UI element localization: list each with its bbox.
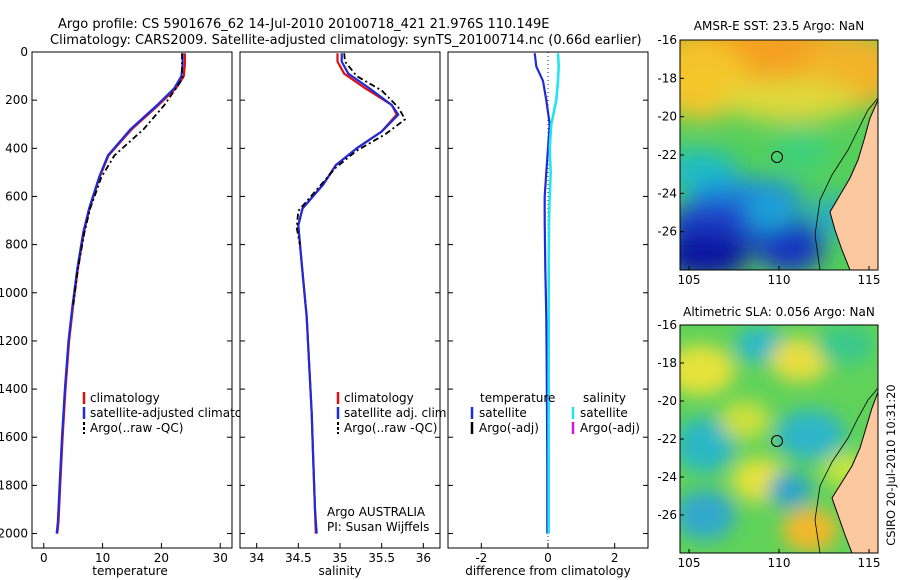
y-tick-label: 0	[20, 45, 28, 59]
sst-map-ticks: 105 110 115 -16 -18 -20 -22 -24 -26	[657, 33, 880, 287]
x-tick-label: 35	[332, 551, 347, 565]
csiro-timestamp: CSIRO 20-Jul-2010 10:31:20	[884, 384, 898, 545]
series-line-salinity-satellite	[547, 53, 561, 534]
map-y-tick-label: -16	[657, 33, 677, 47]
sst-field	[680, 40, 878, 270]
series-line-satellite-adj-clim-	[297, 53, 400, 534]
map-y-tick-label: -26	[657, 225, 677, 239]
map-y-tick-label: -24	[657, 186, 677, 200]
salinity-ticks: 34 34.5 35 35.5 36	[240, 51, 440, 565]
sst-argo-marker	[771, 151, 783, 163]
map-y-tick-label: -18	[657, 356, 677, 370]
x-tick-label: 0	[40, 551, 48, 565]
pi-label: PI: Susan Wijffels	[327, 520, 429, 534]
legend-label-argo: Argo(..raw -QC)	[90, 421, 183, 435]
x-tick-label: 10	[95, 551, 110, 565]
x-tick-label: 36	[416, 551, 431, 565]
sla-map-ticks: 105 110 115 -16 -18 -20 -22 -24 -26	[657, 318, 880, 570]
sla-land	[831, 325, 878, 553]
sst-bathymetry-contour	[814, 97, 878, 270]
temperature-axes-box	[31, 51, 233, 549]
salinity-lines	[295, 53, 406, 534]
map-y-tick-label: -22	[657, 432, 677, 446]
y-tick-label: 800	[5, 238, 28, 252]
temperature-panel: 0 10 20 30 0 200 400 600 800 1000 1200 1400 1600 1800…	[0, 45, 268, 578]
x-tick-label: 34.5	[285, 551, 312, 565]
argo-program-label: Argo AUSTRALIA	[327, 505, 426, 519]
x-tick-label: -2	[475, 551, 487, 565]
series-line-argo-raw-qc-	[295, 53, 406, 245]
map-x-tick-label: 105	[678, 273, 701, 287]
temperature-legend: climatology satellite-adjusted climatolo…	[82, 391, 268, 435]
difference-panel: -2 0 2 difference from climatology tempera…	[447, 51, 649, 578]
sla-map-title: Altimetric SLA: 0.056 Argo: NaN	[683, 305, 875, 319]
sst-map-panel: AMSR-E SST: 23.5 Argo: NaN 105 1	[657, 19, 880, 287]
y-tick-label: 1600	[0, 430, 28, 444]
x-tick-label: 30	[213, 551, 228, 565]
salinity-legend: climatology satellite adj. clim. Argo(..…	[336, 391, 450, 435]
temperature-xlabel: temperature	[92, 564, 167, 578]
legend-label-climatology: climatology	[90, 391, 160, 405]
sla-argo-marker	[771, 435, 783, 447]
legend-label-sal-argo: Argo(-adj)	[580, 421, 640, 435]
sst-blobs	[680, 40, 878, 270]
difference-xlabel: difference from climatology	[465, 564, 631, 578]
legend-label-temp-argo: Argo(-adj)	[479, 421, 539, 435]
series-line-argo-raw-qc-	[72, 53, 184, 305]
figure-title-line1: Argo profile: CS 5901676_62 14-Jul-2010 …	[58, 17, 549, 32]
sla-field	[680, 325, 878, 553]
series-line-satellite-adjusted-climatology	[55, 53, 184, 534]
map-y-tick-label: -16	[657, 318, 677, 332]
map-y-tick-label: -20	[657, 110, 677, 124]
legend-header-salinity: salinity	[583, 391, 626, 405]
sla-bathymetry-contour	[814, 387, 878, 553]
sla-map-panel: Altimetric SLA: 0.056 Argo: NaN	[657, 305, 880, 570]
y-tick-label: 200	[5, 93, 28, 107]
series-line-temperature-satellite	[533, 53, 551, 534]
legend-label-temp-satellite: satellite	[479, 406, 527, 420]
sst-land	[829, 40, 878, 270]
legend-header-temperature: temperature	[480, 391, 555, 405]
map-x-tick-label: 105	[678, 556, 701, 570]
x-tick-label: 0	[544, 551, 552, 565]
difference-lines	[533, 53, 561, 534]
map-x-tick-label: 110	[768, 556, 791, 570]
map-x-tick-label: 115	[858, 273, 881, 287]
y-tick-label: 1800	[0, 478, 28, 492]
y-tick-label: 400	[5, 141, 28, 155]
salinity-panel: 34 34.5 35 35.5 36 salinity climatology sate…	[239, 51, 450, 578]
y-tick-label: 2000	[0, 527, 28, 541]
x-tick-label: 35.5	[368, 551, 395, 565]
map-y-tick-label: -18	[657, 71, 677, 85]
legend-label-climatology: climatology	[344, 391, 414, 405]
difference-legend: temperature salinity satellite Argo(-adj…	[470, 391, 640, 435]
salinity-xlabel: salinity	[318, 564, 361, 578]
legend-label-argo: Argo(..raw -QC)	[344, 421, 437, 435]
map-y-tick-label: -22	[657, 148, 677, 162]
map-y-tick-label: -26	[657, 508, 677, 522]
y-tick-label: 600	[5, 189, 28, 203]
y-tick-label: 1400	[0, 382, 28, 396]
x-tick-label: 2	[611, 551, 619, 565]
x-tick-label: 20	[154, 551, 169, 565]
salinity-axes-box	[239, 51, 441, 549]
difference-ticks: -2 0 2	[448, 51, 648, 565]
map-y-tick-label: -20	[657, 394, 677, 408]
x-tick-label: 34	[249, 551, 264, 565]
figure-title-line2: Climatology: CARS2009. Satellite-adjuste…	[50, 33, 642, 48]
sst-map-title: AMSR-E SST: 23.5 Argo: NaN	[694, 19, 864, 33]
legend-label-satellite-adj: satellite adj. clim.	[344, 406, 450, 420]
y-tick-label: 1200	[0, 334, 28, 348]
temperature-lines	[55, 53, 186, 534]
legend-label-satellite-adjusted: satellite-adjusted climatology	[90, 406, 268, 420]
map-x-tick-label: 115	[858, 556, 881, 570]
legend-label-sal-satellite: satellite	[580, 406, 628, 420]
map-y-tick-label: -24	[657, 470, 677, 484]
y-tick-label: 1000	[0, 286, 28, 300]
map-x-tick-label: 110	[768, 273, 791, 287]
temperature-ticks: 0 10 20 30 0 200 400 600 800 1000 1200 1400 1600 1800…	[0, 45, 232, 565]
